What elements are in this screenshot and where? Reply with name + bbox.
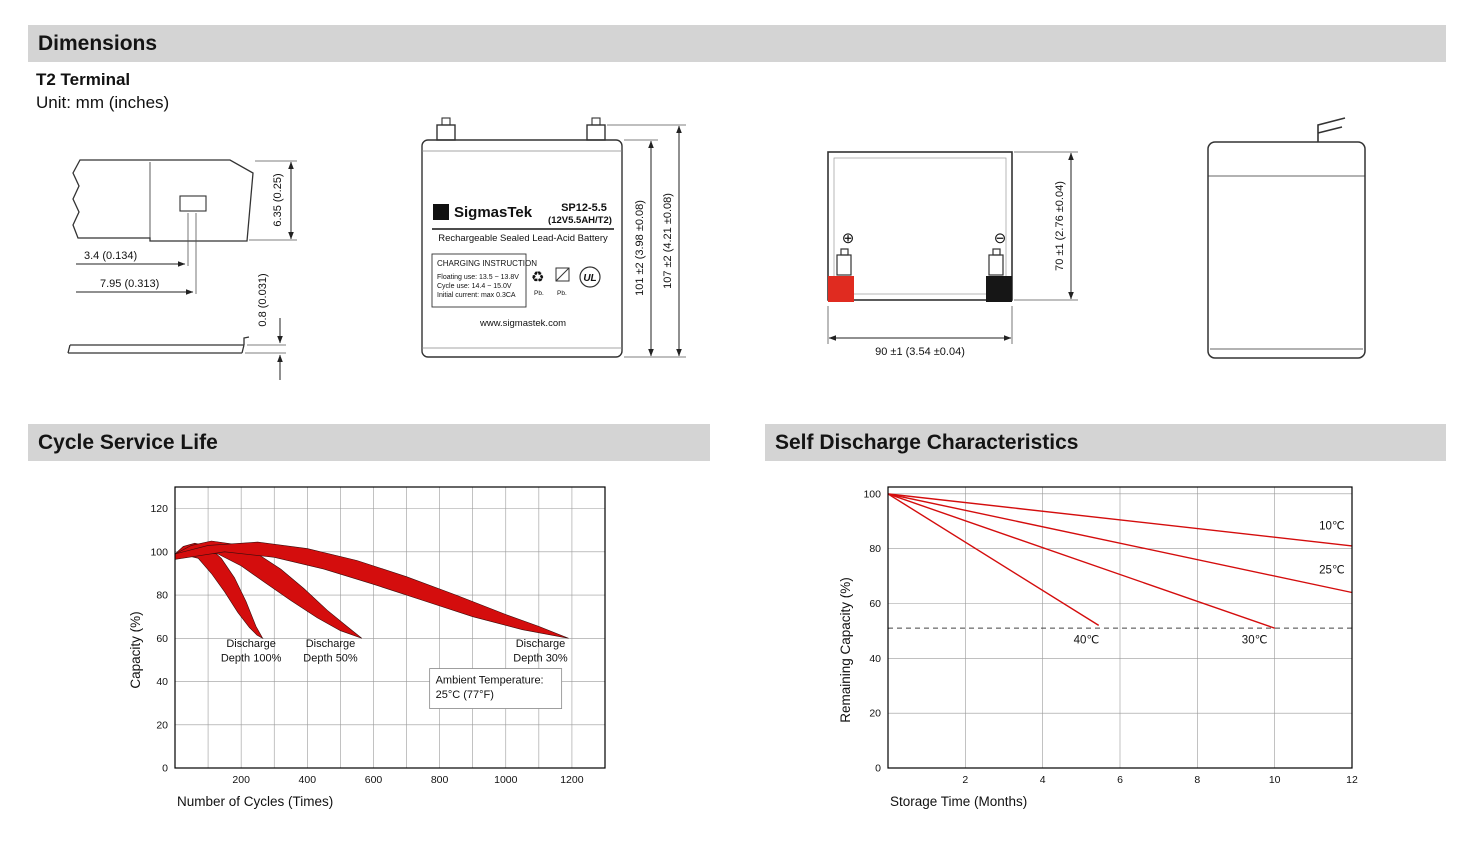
- charging-line-2: Cycle use: 14.4 ~ 15.0V: [437, 283, 512, 290]
- negative-terminal-marker: [986, 276, 1012, 302]
- dim-width: 90 ±1 (3.54 ±0.04): [875, 346, 965, 358]
- battery-subtitle: Rechargeable Sealed Lead-Acid Battery: [438, 233, 608, 244]
- terminal-dimensions: 6.35 (0.25) 3.4 (0.134) 7.95 (0.313) 0.8…: [76, 160, 297, 380]
- pb-right-label: Pb.: [557, 290, 567, 297]
- svg-text:2: 2: [962, 774, 968, 786]
- dim-terminal-b: 7.95 (0.313): [100, 278, 159, 290]
- svg-text:Discharge: Discharge: [306, 638, 356, 650]
- svg-text:80: 80: [869, 543, 881, 555]
- charging-line-3: Initial current: max 0.3CA: [437, 292, 516, 299]
- positive-terminal-marker: [828, 276, 854, 302]
- svg-text:30℃: 30℃: [1242, 634, 1268, 646]
- unit-note: Unit: mm (inches): [36, 93, 170, 112]
- charging-line-1: Floating use: 13.5 ~ 13.8V: [437, 274, 519, 281]
- svg-text:25°C (77°F): 25°C (77°F): [436, 689, 494, 701]
- svg-text:Ambient Temperature:: Ambient Temperature:: [436, 675, 544, 687]
- section-header-cycle-service-life: Cycle Service Life: [28, 424, 710, 461]
- terminal-detail-drawing: [67, 159, 254, 354]
- dim-terminal-height: 6.35 (0.25): [272, 173, 284, 226]
- svg-text:10: 10: [1269, 774, 1281, 786]
- model-number: SP12-5.5: [561, 202, 607, 214]
- dim-terminal-thickness: 0.8 (0.031): [257, 273, 269, 326]
- section-header-dimensions: Dimensions: [28, 25, 1446, 62]
- brand-logo-box: [433, 204, 449, 220]
- ul-mark-text: UL: [583, 273, 596, 284]
- battery-top-view: ⊕ ⊖ 70 ±1 (2.76 ±0.04) 90 ±1 (3.54 ±0.04…: [827, 151, 1078, 358]
- svg-text:0: 0: [162, 763, 168, 775]
- svg-text:60: 60: [156, 633, 168, 645]
- side-terminal-tab: [1317, 117, 1346, 142]
- ul-mark-icon: [579, 266, 601, 288]
- dim-depth: 70 ±1 (2.76 ±0.04): [1054, 181, 1066, 271]
- charging-instruction-box: [431, 253, 527, 308]
- svg-text:Remaining Capacity (%): Remaining Capacity (%): [838, 577, 853, 723]
- svg-text:120: 120: [150, 503, 168, 515]
- negative-terminal-symbol: ⊖: [994, 230, 1007, 247]
- svg-text:100: 100: [150, 546, 168, 558]
- svg-text:1000: 1000: [494, 774, 518, 786]
- svg-text:0: 0: [875, 763, 881, 775]
- svg-text:40: 40: [156, 676, 168, 688]
- svg-text:25℃: 25℃: [1319, 564, 1345, 576]
- svg-text:60: 60: [869, 598, 881, 610]
- self-discharge-chart: 10℃ 25℃ 30℃ 40℃ 2 4 6 8 10 12 0 20 40 60 80 100 Storage …: [838, 486, 1358, 809]
- svg-text:1200: 1200: [560, 774, 584, 786]
- terminal-type-heading: T2 Terminal: [36, 70, 131, 89]
- svg-text:400: 400: [299, 774, 317, 786]
- svg-text:Discharge: Discharge: [226, 638, 276, 650]
- battery-side-view: [1207, 117, 1366, 359]
- crossed-bin-icon: [555, 267, 570, 282]
- svg-text:10℃: 10℃: [1319, 521, 1345, 533]
- svg-text:100: 100: [863, 488, 881, 500]
- svg-text:20: 20: [869, 708, 881, 720]
- svg-text:20: 20: [156, 719, 168, 731]
- brand-name: SigmasTek: [454, 204, 533, 221]
- front-view-dimensions: 101 ±2 (3.98 ±0.08) 107 ±2 (4.21 ±0.08): [607, 124, 686, 358]
- svg-text:8: 8: [1194, 774, 1200, 786]
- svg-text:Discharge: Discharge: [516, 638, 566, 650]
- svg-text:200: 200: [232, 774, 250, 786]
- svg-text:40℃: 40℃: [1074, 634, 1100, 646]
- battery-front-view: Σ SigmasTek SP12-5.5 (12V5.5AH/T2) Recha…: [421, 117, 686, 358]
- svg-text:40: 40: [869, 653, 881, 665]
- svg-text:Storage Time (Months): Storage Time (Months): [890, 794, 1027, 809]
- svg-text:6: 6: [1117, 774, 1123, 786]
- svg-text:12: 12: [1346, 774, 1358, 786]
- model-spec: (12V5.5AH/T2): [548, 215, 612, 226]
- brand-logo-icon: Σ: [437, 206, 444, 220]
- dim-terminal-a: 3.4 (0.134): [84, 250, 137, 262]
- svg-text:80: 80: [156, 590, 168, 602]
- charging-title: CHARGING INSTRUCTION: [437, 259, 537, 268]
- dim-body-height: 101 ±2 (3.98 ±0.08): [634, 200, 646, 296]
- section-header-self-discharge: Self Discharge Characteristics: [765, 424, 1446, 461]
- battery-label: Σ SigmasTek SP12-5.5 (12V5.5AH/T2) Recha…: [431, 202, 614, 329]
- svg-text:4: 4: [1040, 774, 1046, 786]
- cycle-service-life-chart: Discharge Depth 100% Discharge Depth 50% Dis…: [128, 486, 606, 809]
- svg-text:Depth 100%: Depth 100%: [221, 652, 282, 664]
- pb-left-label: Pb.: [534, 290, 544, 297]
- dim-total-height: 107 ±2 (4.21 ±0.08): [662, 193, 674, 289]
- recycle-icon: ♻: [531, 269, 544, 286]
- svg-text:Number of Cycles (Times): Number of Cycles (Times): [177, 794, 333, 809]
- dimension-drawings: 6.35 (0.25) 3.4 (0.134) 7.95 (0.313) 0.8…: [67, 117, 1366, 380]
- svg-text:Depth 30%: Depth 30%: [513, 652, 568, 664]
- svg-text:800: 800: [431, 774, 449, 786]
- svg-text:Depth 50%: Depth 50%: [303, 652, 358, 664]
- website-text: www.sigmastek.com: [479, 318, 566, 329]
- svg-text:Capacity (%): Capacity (%): [128, 611, 143, 688]
- svg-text:600: 600: [365, 774, 383, 786]
- positive-terminal-symbol: ⊕: [842, 230, 855, 247]
